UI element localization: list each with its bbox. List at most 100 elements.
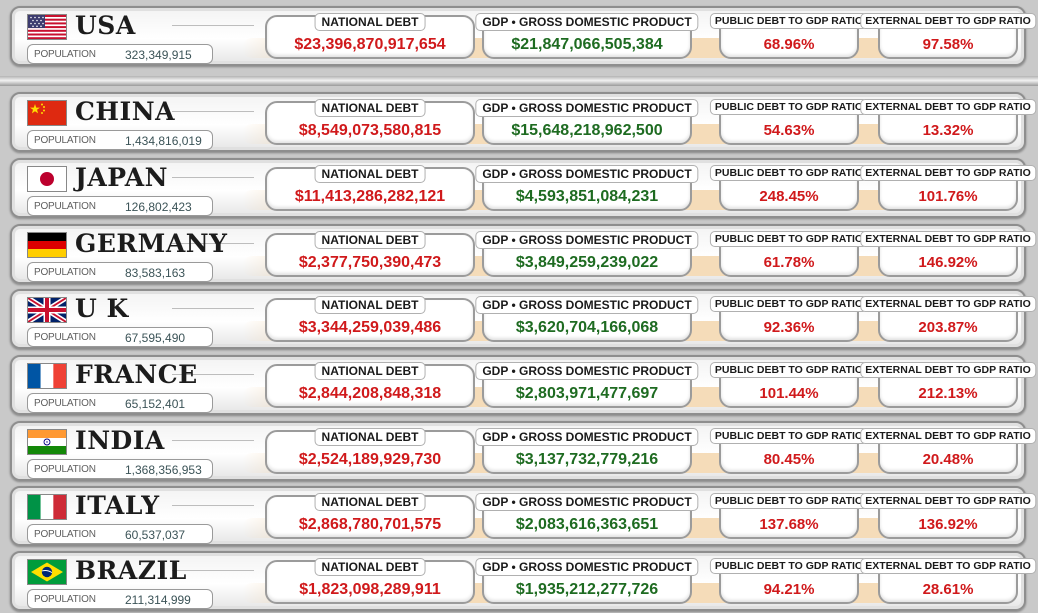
public-debt-ratio-box: PUBLIC DEBT TO GDP RATIO 80.45% — [709, 428, 869, 474]
external-debt-ratio-label: EXTERNAL DEBT TO GDP RATIO — [860, 296, 1036, 312]
national-debt-box: NATIONAL DEBT $11,413,286,282,121 — [265, 165, 475, 211]
gdp-label: GDP • GROSS DOMESTIC PRODUCT — [475, 493, 699, 511]
national-debt-value: $1,823,098,289,911 — [299, 581, 441, 598]
external-debt-ratio-label: EXTERNAL DEBT TO GDP RATIO — [860, 362, 1036, 378]
national-debt-value: $11,413,286,282,121 — [294, 188, 446, 205]
gdp-value: $1,935,212,277,726 — [515, 581, 659, 598]
public-debt-ratio-label: PUBLIC DEBT TO GDP RATIO — [709, 13, 869, 29]
population-value: 1,434,816,019 — [125, 134, 202, 148]
gdp-box: GDP • GROSS DOMESTIC PRODUCT $15,648,218… — [475, 99, 699, 145]
external-debt-ratio-value: 146.92% — [918, 254, 978, 271]
population-value: 65,152,401 — [125, 397, 186, 411]
country-row-germany: GERMANY POPULATION 83,583,163 NATIONAL D… — [10, 224, 1036, 284]
national-debt-box: NATIONAL DEBT $8,549,073,580,815 — [265, 99, 475, 145]
national-debt-box: NATIONAL DEBT $23,396,870,917,654 — [265, 13, 475, 59]
population-value: 126,802,423 — [125, 200, 192, 214]
external-debt-ratio-value: 97.58% — [922, 36, 974, 53]
national-debt-label: NATIONAL DEBT — [314, 231, 426, 249]
gdp-box: GDP • GROSS DOMESTIC PRODUCT $3,620,704,… — [475, 296, 699, 342]
public-debt-ratio-value: 248.45% — [759, 188, 819, 205]
gdp-label: GDP • GROSS DOMESTIC PRODUCT — [475, 99, 699, 117]
public-debt-ratio-box: PUBLIC DEBT TO GDP RATIO 61.78% — [709, 231, 869, 277]
national-debt-value: $23,396,870,917,654 — [294, 36, 446, 53]
gdp-box: GDP • GROSS DOMESTIC PRODUCT $4,593,851,… — [475, 165, 699, 211]
public-debt-ratio-label: PUBLIC DEBT TO GDP RATIO — [709, 558, 869, 574]
external-debt-ratio-box: EXTERNAL DEBT TO GDP RATIO 97.58% — [860, 13, 1036, 59]
public-debt-ratio-box: PUBLIC DEBT TO GDP RATIO 68.96% — [709, 13, 869, 59]
external-debt-ratio-box: EXTERNAL DEBT TO GDP RATIO 212.13% — [860, 362, 1036, 408]
country-name: FRANCE — [75, 360, 198, 389]
germany-flag-icon — [27, 232, 67, 258]
national-debt-box: NATIONAL DEBT $2,844,208,848,318 — [265, 362, 475, 408]
national-debt-box: NATIONAL DEBT $1,823,098,289,911 — [265, 558, 475, 604]
country-name: JAPAN — [75, 163, 168, 192]
public-debt-ratio-label: PUBLIC DEBT TO GDP RATIO — [709, 99, 869, 115]
population-field: POPULATION 1,434,816,019 — [27, 130, 213, 150]
gdp-label: GDP • GROSS DOMESTIC PRODUCT — [475, 296, 699, 314]
national-debt-label: NATIONAL DEBT — [314, 296, 426, 314]
country-row-china: CHINA POPULATION 1,434,816,019 NATIONAL … — [10, 92, 1036, 152]
gdp-label: GDP • GROSS DOMESTIC PRODUCT — [475, 362, 699, 380]
gdp-value: $2,803,971,477,697 — [515, 385, 659, 402]
gdp-box: GDP • GROSS DOMESTIC PRODUCT $3,849,259,… — [475, 231, 699, 277]
external-debt-ratio-label: EXTERNAL DEBT TO GDP RATIO — [860, 428, 1036, 444]
country-name: ITALY — [75, 491, 160, 520]
public-debt-ratio-box: PUBLIC DEBT TO GDP RATIO 248.45% — [709, 165, 869, 211]
us-flag-icon — [27, 14, 67, 40]
public-debt-ratio-value: 80.45% — [763, 451, 815, 468]
country-row-india: INDIA POPULATION 1,368,356,953 NATIONAL … — [10, 421, 1036, 481]
national-debt-label: NATIONAL DEBT — [314, 558, 426, 576]
national-debt-box: NATIONAL DEBT $2,868,780,701,575 — [265, 493, 475, 539]
external-debt-ratio-box: EXTERNAL DEBT TO GDP RATIO 146.92% — [860, 231, 1036, 277]
population-value: 1,368,356,953 — [125, 463, 202, 477]
external-debt-ratio-value: 28.61% — [922, 581, 974, 598]
italy-flag-icon — [27, 494, 67, 520]
external-debt-ratio-box: EXTERNAL DEBT TO GDP RATIO 136.92% — [860, 493, 1036, 539]
china-flag-icon — [27, 100, 67, 126]
population-field: POPULATION 67,595,490 — [27, 327, 213, 347]
gdp-label: GDP • GROSS DOMESTIC PRODUCT — [475, 428, 699, 446]
population-value: 83,583,163 — [125, 266, 186, 280]
external-debt-ratio-box: EXTERNAL DEBT TO GDP RATIO 101.76% — [860, 165, 1036, 211]
national-debt-value: $2,844,208,848,318 — [298, 385, 442, 402]
gdp-label: GDP • GROSS DOMESTIC PRODUCT — [475, 165, 699, 183]
gdp-label: GDP • GROSS DOMESTIC PRODUCT — [475, 558, 699, 576]
public-debt-ratio-value: 68.96% — [763, 36, 815, 53]
public-debt-ratio-label: PUBLIC DEBT TO GDP RATIO — [709, 362, 869, 378]
external-debt-ratio-label: EXTERNAL DEBT TO GDP RATIO — [860, 13, 1036, 29]
national-debt-value: $2,524,189,929,730 — [298, 451, 442, 468]
national-debt-box: NATIONAL DEBT $2,377,750,390,473 — [265, 231, 475, 277]
population-label: POPULATION — [34, 529, 96, 540]
external-debt-ratio-box: EXTERNAL DEBT TO GDP RATIO 28.61% — [860, 558, 1036, 604]
national-debt-label: NATIONAL DEBT — [314, 13, 426, 31]
india-flag-icon — [27, 429, 67, 455]
public-debt-ratio-label: PUBLIC DEBT TO GDP RATIO — [709, 428, 869, 444]
gdp-box: GDP • GROSS DOMESTIC PRODUCT $2,083,616,… — [475, 493, 699, 539]
public-debt-ratio-box: PUBLIC DEBT TO GDP RATIO 94.21% — [709, 558, 869, 604]
public-debt-ratio-value: 137.68% — [759, 516, 819, 533]
gdp-box: GDP • GROSS DOMESTIC PRODUCT $21,847,066… — [475, 13, 699, 59]
external-debt-ratio-label: EXTERNAL DEBT TO GDP RATIO — [860, 165, 1036, 181]
country-name: U K — [75, 294, 129, 323]
country-row-brazil: BRAZIL POPULATION 211,314,999 NATIONAL D… — [10, 551, 1036, 611]
country-row-italy: ITALY POPULATION 60,537,037 NATIONAL DEB… — [10, 486, 1036, 546]
public-debt-ratio-box: PUBLIC DEBT TO GDP RATIO 92.36% — [709, 296, 869, 342]
national-debt-value: $3,344,259,039,486 — [298, 319, 442, 336]
country-name: INDIA — [75, 426, 165, 455]
country-name: CHINA — [75, 97, 175, 126]
public-debt-ratio-box: PUBLIC DEBT TO GDP RATIO 101.44% — [709, 362, 869, 408]
gdp-value: $3,137,732,779,216 — [515, 451, 659, 468]
public-debt-ratio-value: 54.63% — [763, 122, 815, 139]
national-debt-label: NATIONAL DEBT — [314, 428, 426, 446]
population-label: POPULATION — [34, 398, 96, 409]
external-debt-ratio-value: 101.76% — [918, 188, 978, 205]
external-debt-ratio-value: 203.87% — [918, 319, 978, 336]
national-debt-label: NATIONAL DEBT — [314, 493, 426, 511]
population-field: POPULATION 1,368,356,953 — [27, 459, 213, 479]
national-debt-label: NATIONAL DEBT — [314, 362, 426, 380]
population-field: POPULATION 65,152,401 — [27, 393, 213, 413]
national-debt-value: $2,377,750,390,473 — [298, 254, 442, 271]
public-debt-ratio-box: PUBLIC DEBT TO GDP RATIO 54.63% — [709, 99, 869, 145]
population-field: POPULATION 323,349,915 — [27, 44, 213, 64]
public-debt-ratio-label: PUBLIC DEBT TO GDP RATIO — [709, 296, 869, 312]
